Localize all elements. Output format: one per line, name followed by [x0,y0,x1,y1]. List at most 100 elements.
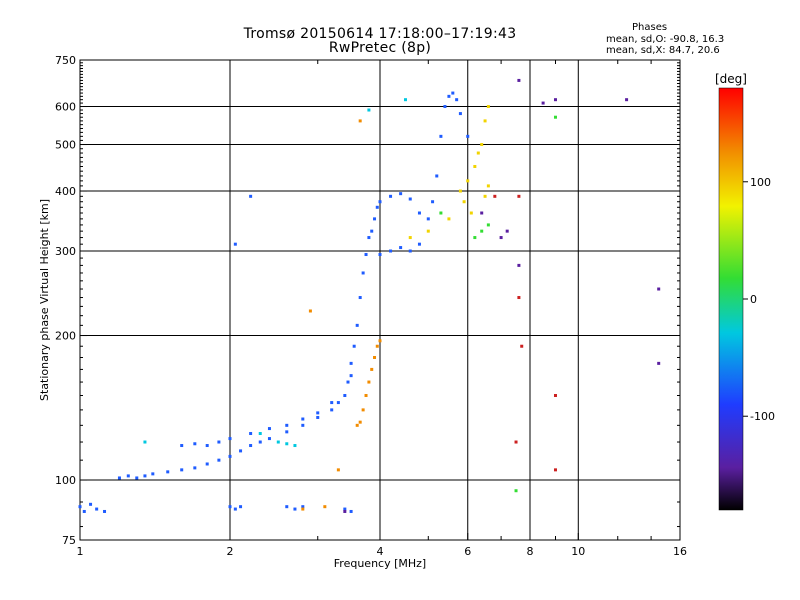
data-point [370,229,374,233]
data-point [480,229,484,233]
y-tick-label: 200 [55,330,76,343]
x-tick-label: 16 [673,545,687,558]
data-point [403,98,407,102]
data-point [517,296,521,300]
y-tick-label: 400 [55,185,76,198]
data-point [473,236,477,240]
x-tick-label: 6 [464,545,471,558]
data-point [373,217,377,221]
data-point [249,432,253,436]
data-point [301,507,305,511]
data-point [417,242,421,246]
data-point [89,502,93,506]
data-point [417,211,421,215]
data-point [483,194,487,198]
data-point [343,507,347,511]
data-point [323,505,327,509]
data-point [316,411,320,415]
y-tick-label: 75 [62,534,76,547]
data-point [447,217,451,221]
data-point [451,91,455,95]
chart-subtitle: RwPretec (8p) [328,40,432,56]
data-point [431,200,435,204]
data-point [517,78,521,82]
data-point [285,442,289,446]
data-point [367,380,371,384]
data-point [301,423,305,427]
phases-heading: Phases [632,22,668,33]
data-point [193,442,197,446]
data-point [378,339,382,343]
y-axis-label: Stationary phase Virtual Height [km] [38,199,51,401]
data-point [330,401,334,405]
data-point [408,249,412,253]
data-point [117,476,121,480]
data-point [517,194,521,198]
y-tick-label: 600 [55,101,76,114]
data-point [151,472,155,476]
data-point [217,458,221,462]
data-point [466,179,470,183]
data-point [426,229,430,233]
data-point [301,417,305,421]
data-point [520,344,524,348]
data-point [483,119,487,123]
data-point [349,361,353,365]
data-point [316,415,320,419]
data-point [361,271,365,275]
data-point [443,105,447,109]
data-point [375,344,379,348]
data-point [480,143,484,147]
data-point [349,509,353,513]
data-point [358,420,362,424]
data-point [435,174,439,178]
data-point [180,444,184,448]
axis-ticks [79,59,681,541]
scatter-points [78,78,661,513]
data-point [389,194,393,198]
data-point [205,462,209,466]
data-point [486,184,490,188]
data-point [293,444,297,448]
data-point [349,374,353,378]
data-point [514,440,518,444]
data-point [480,211,484,215]
data-point [657,361,661,365]
data-point [135,476,139,480]
data-point [553,394,557,398]
chart-title: Tromsø 20150614 17:18:00–17:19:43 [243,26,517,42]
data-point [505,229,509,233]
data-point [330,408,334,412]
data-point [455,98,459,102]
colorbar-tick-label: 0 [750,293,757,306]
data-point [367,236,371,240]
colorbar [718,87,744,511]
data-point [82,509,86,513]
data-point [367,108,371,112]
data-point [352,344,356,348]
data-point [439,134,443,138]
data-point [458,112,462,116]
y-tick-label: 100 [55,474,76,487]
y-tick-label: 750 [55,54,76,67]
x-tick-label: 8 [527,545,534,558]
data-point [462,200,466,204]
data-point [233,242,237,246]
data-point [267,437,271,441]
data-point [358,296,362,300]
data-point [553,98,557,102]
data-point [249,194,253,198]
data-point [228,505,232,509]
data-point [657,287,661,291]
axis-tick-labels: 1 2 4 6 8 10 16 75 100 200 300 400 500 600 750 [55,54,687,558]
data-point [358,119,362,123]
x-axis-label: Frequency [MHz] [334,557,426,570]
data-point [336,401,340,405]
data-point [378,253,382,257]
data-point [553,115,557,119]
data-point [103,509,107,513]
data-point [293,507,297,511]
data-point [126,474,130,478]
x-tick-label: 10 [571,545,585,558]
data-point [205,444,209,448]
